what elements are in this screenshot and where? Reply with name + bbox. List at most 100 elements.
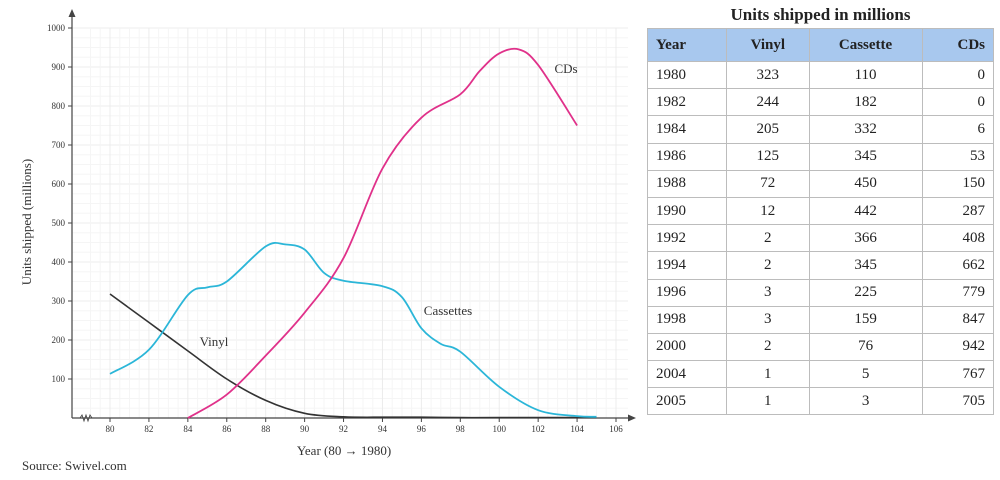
cell-year: 1994 xyxy=(647,251,727,280)
cell-cds: 779 xyxy=(921,278,995,307)
series-label-vinyl: Vinyl xyxy=(200,334,229,349)
x-tick-label: 84 xyxy=(183,424,193,434)
cell-year: 1986 xyxy=(647,142,727,171)
chart-tick-labels: 80 82 84 86 88 90 92 94 96 98 100 102 104 106 100 200 30… xyxy=(47,23,623,434)
y-tick-label: 200 xyxy=(52,335,66,345)
chart-grid xyxy=(72,27,628,418)
cell-year: 2005 xyxy=(647,387,727,416)
table-row: 1994 2 345 662 xyxy=(647,251,995,280)
y-tick-label: 500 xyxy=(52,218,66,228)
table-row: 1986 125 345 53 xyxy=(647,142,995,171)
series-line-vinyl xyxy=(109,293,597,419)
y-tick-label: 100 xyxy=(52,374,66,384)
cell-cds: 408 xyxy=(921,224,995,253)
cell-vinyl: 1 xyxy=(726,387,810,416)
cell-vinyl: 3 xyxy=(726,305,810,334)
column-header-cassette: Cassette xyxy=(808,28,923,62)
shipments-table-panel: Units shipped in millions Year Vinyl Cas… xyxy=(647,2,995,416)
cell-year: 1996 xyxy=(647,278,727,307)
table-row: 1982 244 182 0 xyxy=(647,88,995,117)
column-header-vinyl: Vinyl xyxy=(726,28,810,62)
series-label-cds: CDs xyxy=(554,61,577,76)
cell-cds: 0 xyxy=(921,60,995,90)
y-tick-label: 1000 xyxy=(47,23,66,33)
chart-axes xyxy=(68,9,636,423)
table-row: 1996 3 225 779 xyxy=(647,278,995,307)
cell-cds: 53 xyxy=(921,142,995,171)
cell-cds: 705 xyxy=(921,387,995,416)
x-axis-title: Year (80 → 1980) xyxy=(297,443,391,458)
cell-cassette: 76 xyxy=(808,332,923,362)
cell-cds: 287 xyxy=(921,196,995,226)
series-label-cassettes: Cassettes xyxy=(424,303,472,318)
x-tick-label: 104 xyxy=(570,424,584,434)
cell-year: 1984 xyxy=(647,115,727,144)
source-note: Source: Swivel.com xyxy=(22,458,127,473)
cell-cds: 150 xyxy=(921,169,995,198)
cell-cassette: 345 xyxy=(808,142,923,171)
x-tick-label: 86 xyxy=(222,424,232,434)
x-axis-arrow-icon xyxy=(628,414,636,422)
cell-cassette: 5 xyxy=(808,360,923,389)
table-row: 2000 2 76 942 xyxy=(647,332,995,362)
cell-vinyl: 244 xyxy=(726,88,810,117)
table-row: 2005 1 3 705 xyxy=(647,387,995,416)
y-tick-label: 800 xyxy=(52,101,66,111)
cell-cassette: 225 xyxy=(808,278,923,307)
cell-vinyl: 125 xyxy=(726,142,810,171)
cell-year: 1988 xyxy=(647,169,727,198)
x-tick-label: 80 xyxy=(106,424,116,434)
cell-cassette: 159 xyxy=(808,305,923,334)
x-tick-label: 96 xyxy=(417,424,427,434)
x-tick-label: 90 xyxy=(300,424,310,434)
cell-cassette: 450 xyxy=(808,169,923,198)
table-row: 1990 12 442 287 xyxy=(647,196,995,226)
cell-cassette: 332 xyxy=(808,115,923,144)
y-tick-label: 600 xyxy=(52,179,66,189)
cell-year: 1980 xyxy=(647,60,727,90)
series-line-cassettes xyxy=(109,241,597,418)
series-line-cds xyxy=(187,47,578,419)
cell-year: 1992 xyxy=(647,224,727,253)
y-tick-label: 300 xyxy=(52,296,66,306)
table-header-row: Year Vinyl Cassette CDs xyxy=(647,28,995,62)
cell-year: 1998 xyxy=(647,305,727,334)
cell-cds: 0 xyxy=(921,88,995,117)
table-title: Units shipped in millions xyxy=(730,5,911,24)
table-row: 1988 72 450 150 xyxy=(647,169,995,198)
x-tick-label: 100 xyxy=(492,424,506,434)
cell-cassette: 366 xyxy=(808,224,923,253)
shipments-table: Year Vinyl Cassette CDs 1980 323 110 0 1982 2… xyxy=(647,28,995,416)
table-row: 1992 2 366 408 xyxy=(647,224,995,253)
cell-year: 1982 xyxy=(647,88,727,117)
cell-cds: 662 xyxy=(921,251,995,280)
table-row: 1984 205 332 6 xyxy=(647,115,995,144)
cell-cds: 942 xyxy=(921,332,995,362)
cell-vinyl: 12 xyxy=(726,196,810,226)
column-header-year: Year xyxy=(647,28,727,62)
table-row: 1998 3 159 847 xyxy=(647,305,995,334)
y-tick-label: 700 xyxy=(52,140,66,150)
column-header-cds: CDs xyxy=(921,28,995,62)
x-tick-label: 102 xyxy=(531,424,545,434)
cell-cassette: 182 xyxy=(808,88,923,117)
cell-vinyl: 2 xyxy=(726,224,810,253)
cell-cassette: 3 xyxy=(808,387,923,416)
cell-vinyl: 2 xyxy=(726,251,810,280)
x-tick-label: 82 xyxy=(144,424,153,434)
cell-vinyl: 3 xyxy=(726,278,810,307)
line-chart: 80 82 84 86 88 90 92 94 96 98 100 102 104 106 100 200 30… xyxy=(19,9,636,458)
cell-vinyl: 2 xyxy=(726,332,810,362)
cell-cassette: 345 xyxy=(808,251,923,280)
cell-cassette: 110 xyxy=(808,60,923,90)
x-tick-label: 92 xyxy=(339,424,348,434)
x-tick-label: 88 xyxy=(261,424,271,434)
axis-break-icon xyxy=(79,413,93,423)
cell-year: 2000 xyxy=(647,332,727,362)
cell-cds: 847 xyxy=(921,305,995,334)
cell-vinyl: 72 xyxy=(726,169,810,198)
y-axis-title: Units shipped (millions) xyxy=(19,159,34,285)
y-tick-label: 900 xyxy=(52,62,66,72)
y-axis-arrow-icon xyxy=(68,9,76,17)
cell-vinyl: 1 xyxy=(726,360,810,389)
